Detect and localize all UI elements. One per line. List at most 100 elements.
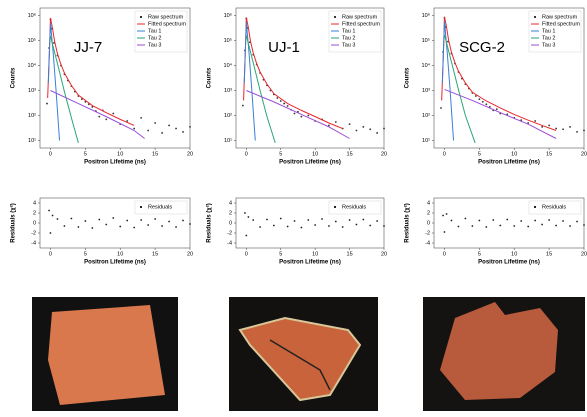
data-point xyxy=(112,217,114,219)
data-point xyxy=(534,220,536,222)
x-tick-label: 20 xyxy=(381,251,387,257)
data-point xyxy=(555,225,557,227)
legend-label: Tau 2 xyxy=(542,35,555,41)
data-point xyxy=(451,220,453,222)
x-tick-label: 0 xyxy=(49,151,52,157)
data-point xyxy=(294,220,296,222)
legend-label: Raw spectrum xyxy=(342,14,378,20)
data-point xyxy=(84,220,86,222)
data-point xyxy=(485,226,487,228)
shard xyxy=(48,305,165,405)
data-point xyxy=(140,117,142,119)
data-point xyxy=(362,219,364,221)
legend-label: Tau 1 xyxy=(542,28,555,34)
data-point xyxy=(527,226,529,228)
data-point xyxy=(280,218,282,220)
x-axis-label: Positron Lifetime (ns) xyxy=(279,160,341,166)
y-tick-label: 4 xyxy=(427,200,430,206)
legend-label: Tau 3 xyxy=(342,42,355,48)
legend-label: Residuals xyxy=(342,204,366,210)
data-point xyxy=(458,226,460,228)
data-point xyxy=(105,118,107,120)
data-point xyxy=(175,128,177,130)
legend-label: Tau 3 xyxy=(542,42,555,48)
y-tick-label: 10² xyxy=(224,113,232,119)
y-tick-label: 10⁴ xyxy=(224,62,233,69)
y-tick-label: 10¹ xyxy=(28,138,36,144)
data-point xyxy=(356,224,358,226)
x-tick-label: 10 xyxy=(117,151,123,157)
data-point xyxy=(478,98,480,100)
data-point xyxy=(440,107,442,109)
data-point xyxy=(98,116,100,118)
data-point xyxy=(77,226,79,228)
photos xyxy=(32,297,585,411)
y-tick-label: 0 xyxy=(229,220,232,226)
chart-panel: 05101520-4-2024Positron Lifetime (ns)Res… xyxy=(10,198,193,266)
data-point xyxy=(283,103,285,105)
data-point xyxy=(276,97,278,99)
data-point xyxy=(576,221,578,223)
data-point xyxy=(541,126,543,128)
y-axis-label: Residuals (χ²) xyxy=(206,203,213,242)
data-point xyxy=(280,100,282,102)
legend-marker xyxy=(534,206,536,208)
legend-label: Residuals xyxy=(148,204,172,210)
legend-marker xyxy=(140,16,142,18)
legend-label: Tau 2 xyxy=(342,35,355,41)
data-point xyxy=(133,128,135,130)
data-point xyxy=(492,219,494,221)
data-point xyxy=(506,219,508,221)
series-line xyxy=(50,91,144,139)
legend-label: Residuals xyxy=(542,204,566,210)
data-point xyxy=(112,113,114,115)
y-tick-label: 10⁴ xyxy=(422,62,431,69)
data-point xyxy=(478,220,480,222)
data-point xyxy=(520,220,522,222)
y-tick-label: 10⁴ xyxy=(28,62,37,69)
data-point xyxy=(464,218,466,220)
data-point xyxy=(161,132,163,134)
x-axis-label: Positron Lifetime (ns) xyxy=(478,160,540,166)
y-tick-label: -2 xyxy=(227,230,232,236)
y-tick-label: 0 xyxy=(33,220,36,226)
data-point xyxy=(307,115,309,117)
data-point xyxy=(182,131,184,133)
y-tick-label: 2 xyxy=(427,210,430,216)
x-tick-label: 0 xyxy=(443,251,446,257)
data-point xyxy=(46,103,48,105)
data-point xyxy=(244,212,246,214)
data-point xyxy=(534,120,536,122)
x-tick-label: 0 xyxy=(49,251,52,257)
data-point xyxy=(242,105,244,107)
data-point xyxy=(569,126,571,128)
x-tick-label: 5 xyxy=(279,251,282,257)
data-point xyxy=(70,218,72,220)
legend-label: Tau 2 xyxy=(148,35,161,41)
data-point xyxy=(555,128,557,130)
data-point xyxy=(569,225,571,227)
y-axis-label: Counts xyxy=(11,67,17,88)
legend-label: Raw spectrum xyxy=(148,14,184,20)
data-point xyxy=(300,116,302,118)
data-point xyxy=(252,219,254,221)
x-tick-label: 0 xyxy=(443,151,446,157)
data-point xyxy=(126,220,128,222)
x-tick-label: 15 xyxy=(347,251,353,257)
data-point xyxy=(576,131,578,133)
data-point xyxy=(168,221,170,223)
data-point xyxy=(119,226,121,228)
legend-marker xyxy=(140,206,142,208)
data-point xyxy=(356,130,358,132)
y-tick-label: 10² xyxy=(422,113,430,119)
legend-label: Raw spectrum xyxy=(542,14,578,20)
x-tick-label: 20 xyxy=(581,251,587,257)
data-point xyxy=(287,226,289,228)
y-axis-label: Counts xyxy=(207,67,213,88)
legend-label: Fitted spectrum xyxy=(542,21,580,27)
legend-label: Fitted spectrum xyxy=(148,21,186,27)
